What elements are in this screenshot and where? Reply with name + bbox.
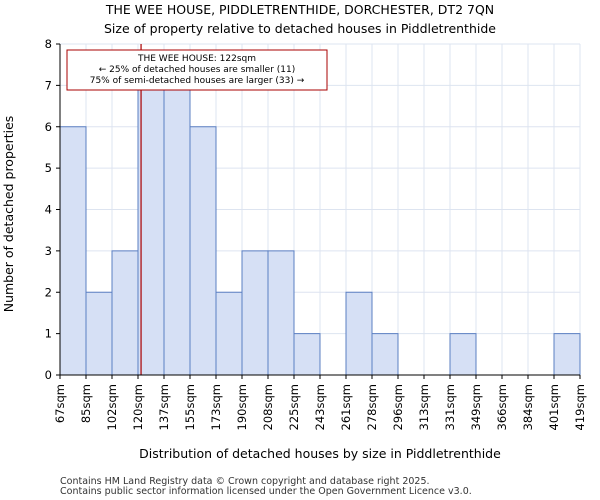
y-tick-label: 6 xyxy=(45,120,52,134)
chart-title: THE WEE HOUSE, PIDDLETRENTHIDE, DORCHEST… xyxy=(105,2,494,17)
x-tick-label: 155sqm xyxy=(183,384,197,430)
histogram-bar xyxy=(111,250,139,376)
annotation-title: THE WEE HOUSE: 122sqm xyxy=(137,54,256,64)
x-tick-label: 67sqm xyxy=(53,384,67,423)
property-annotation: THE WEE HOUSE: 122sqm ← 25% of detached … xyxy=(66,49,328,91)
y-tick-label: 1 xyxy=(45,327,52,341)
x-tick-label: 137sqm xyxy=(157,384,171,430)
x-tick-label: 208sqm xyxy=(261,384,275,430)
x-tick-label: 243sqm xyxy=(313,384,327,430)
y-tick-label: 2 xyxy=(45,285,52,299)
x-tick-label: 313sqm xyxy=(417,384,431,430)
x-tick-label: 296sqm xyxy=(391,384,405,430)
histogram-bar xyxy=(449,333,477,376)
histogram-bar xyxy=(59,126,87,376)
histogram-bar xyxy=(267,250,295,376)
histogram-bar xyxy=(189,126,217,376)
y-ticks: 0 1 2 3 4 5 6 7 8 xyxy=(45,37,60,382)
histogram-bar xyxy=(293,333,321,376)
histogram-bar xyxy=(553,333,581,376)
x-ticks: 67sqm 85sqm 102sqm 120sqm 137sqm 155sqm 173sqm… xyxy=(53,375,587,430)
histogram-bar xyxy=(215,291,243,376)
x-axis-label: Distribution of detached houses by size … xyxy=(139,446,501,461)
y-tick-label: 3 xyxy=(45,244,52,258)
y-axis-label: Number of detached properties xyxy=(1,116,16,313)
histogram-bar xyxy=(163,84,191,376)
histogram-bar xyxy=(241,250,269,376)
annotation-box xyxy=(66,49,328,91)
histogram-bar xyxy=(85,291,113,376)
histogram-bar xyxy=(137,84,165,376)
footer-licence: Contains public sector information licen… xyxy=(60,486,472,497)
chart-subtitle: Size of property relative to detached ho… xyxy=(104,21,496,36)
x-tick-label: 331sqm xyxy=(443,384,457,430)
y-tick-label: 7 xyxy=(45,78,52,92)
y-tick-label: 0 xyxy=(45,368,52,382)
x-tick-label: 102sqm xyxy=(105,384,119,430)
y-tick-label: 4 xyxy=(45,203,52,217)
x-tick-label: 401sqm xyxy=(547,384,561,430)
histogram-bar xyxy=(345,291,373,376)
y-tick-label: 8 xyxy=(45,37,52,51)
x-tick-label: 384sqm xyxy=(521,384,535,430)
x-tick-label: 278sqm xyxy=(365,384,379,430)
x-tick-label: 85sqm xyxy=(79,384,93,423)
x-tick-label: 419sqm xyxy=(573,384,587,430)
x-tick-label: 349sqm xyxy=(469,384,483,430)
y-tick-label: 5 xyxy=(45,161,52,175)
annotation-larger: 75% of semi-detached houses are larger (… xyxy=(90,76,305,86)
x-tick-label: 261sqm xyxy=(339,384,353,430)
footer-copyright: Contains HM Land Registry data © Crown c… xyxy=(60,476,430,487)
histogram-bar xyxy=(371,333,399,376)
bars-layer xyxy=(59,84,581,376)
x-tick-label: 190sqm xyxy=(235,384,249,430)
annotation-smaller: ← 25% of detached houses are smaller (11… xyxy=(99,65,296,75)
x-tick-label: 366sqm xyxy=(495,384,509,430)
x-tick-label: 173sqm xyxy=(209,384,223,430)
x-tick-label: 225sqm xyxy=(287,384,301,430)
x-tick-label: 120sqm xyxy=(131,384,145,430)
